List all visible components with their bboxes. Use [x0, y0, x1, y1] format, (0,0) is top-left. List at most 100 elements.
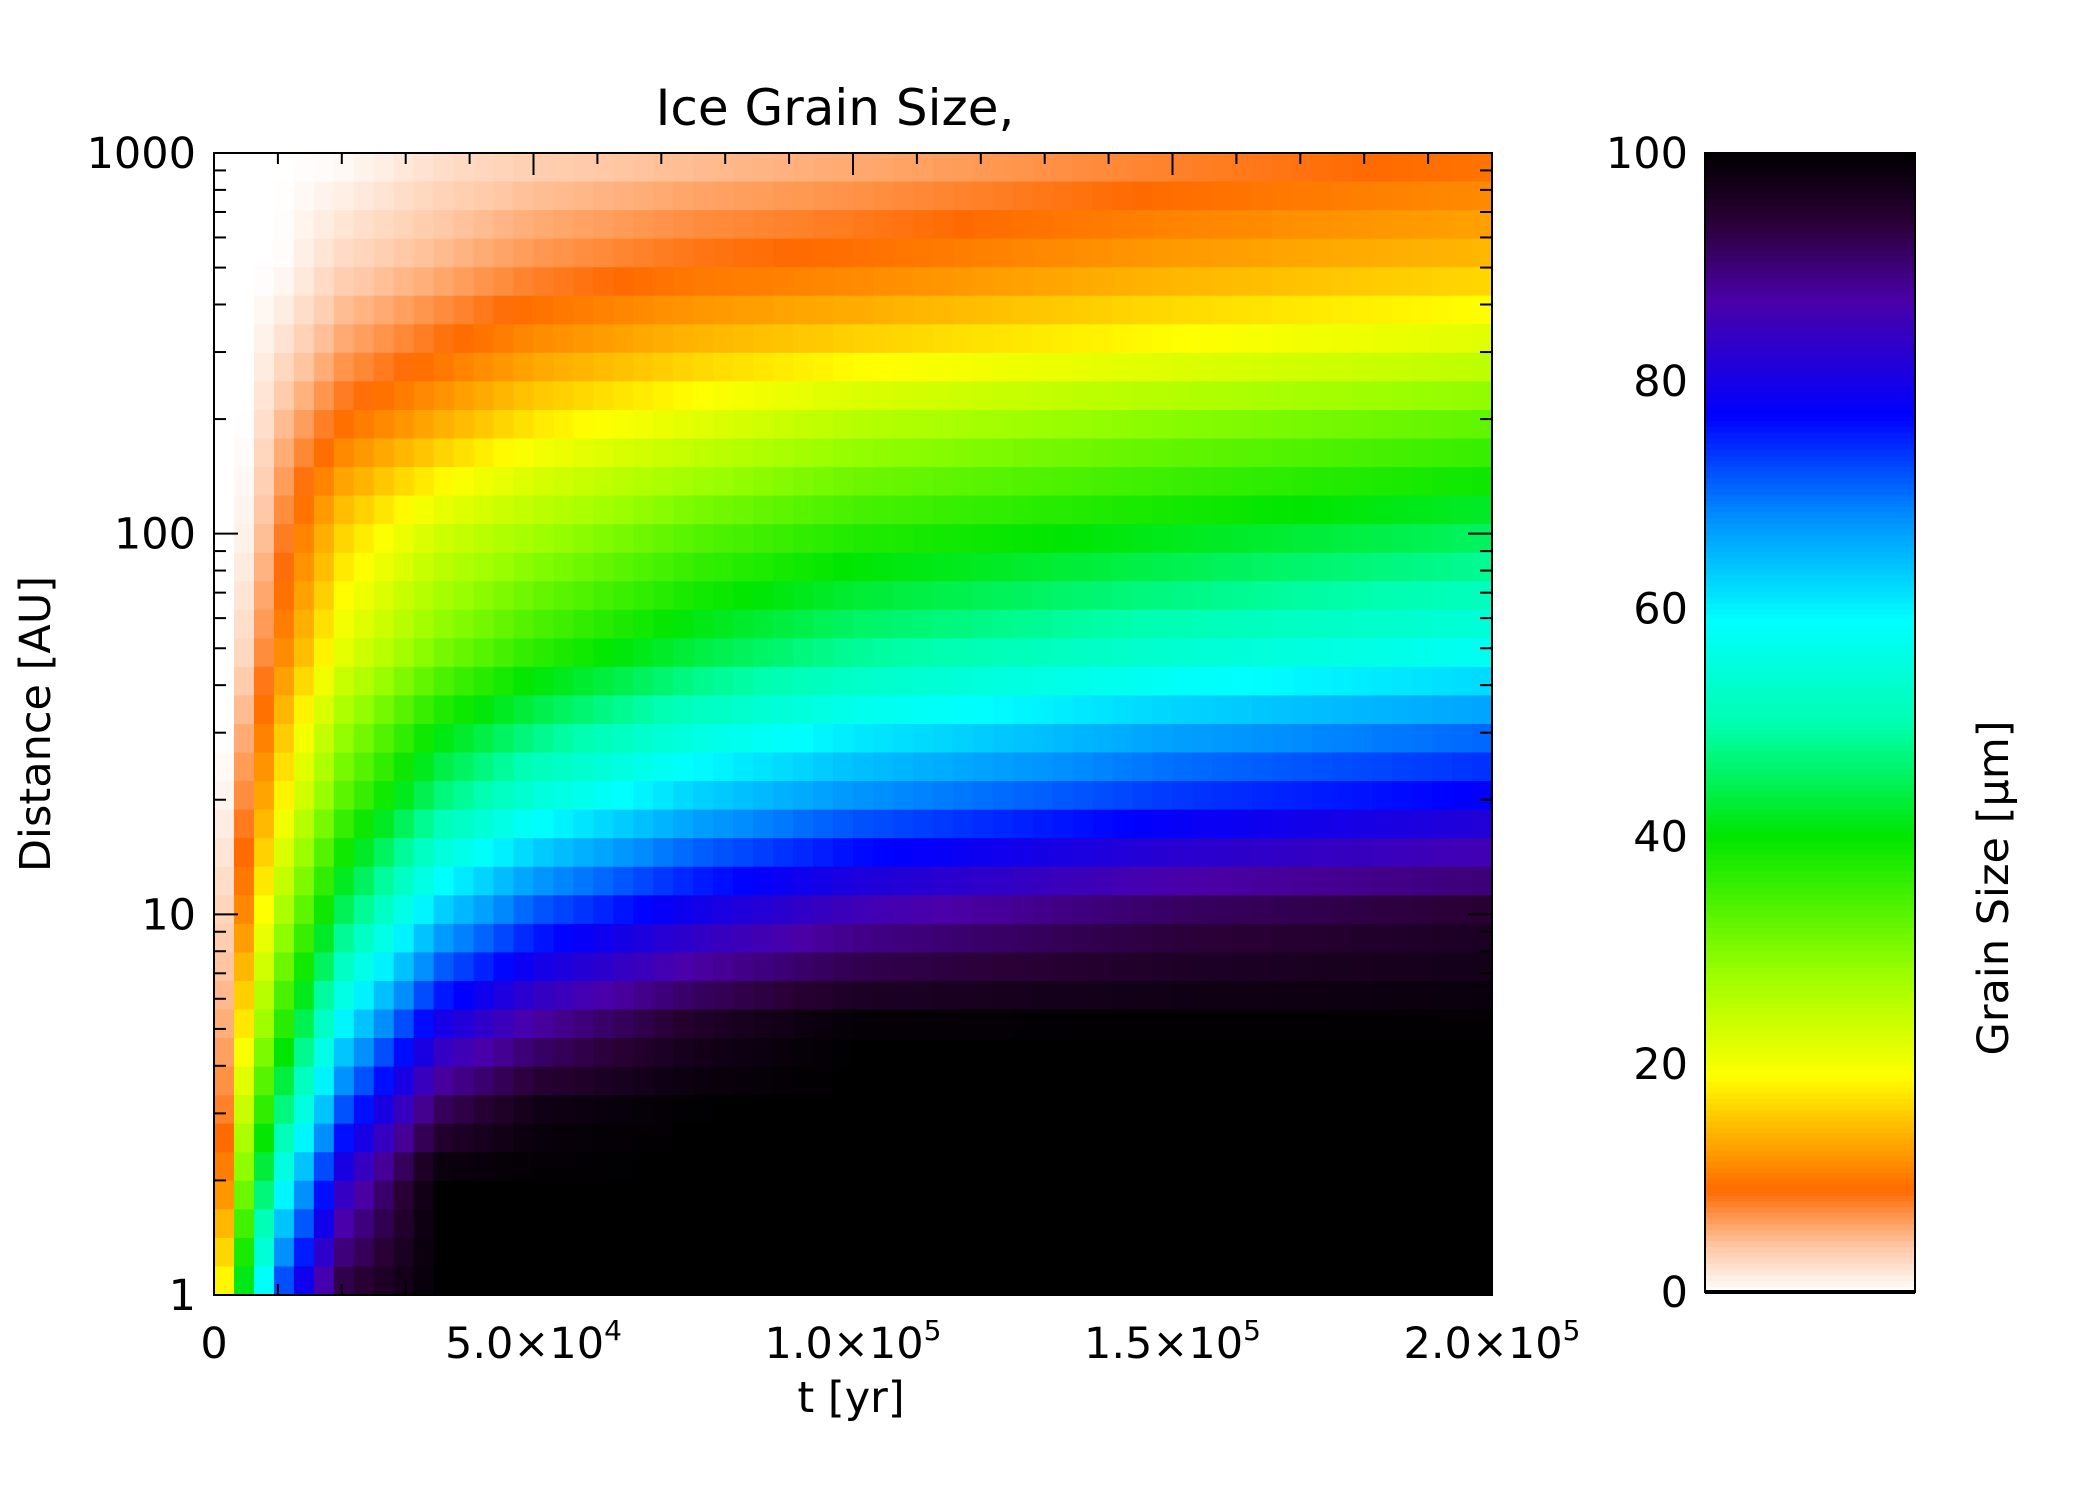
heatmap-cell [653, 1038, 674, 1068]
heatmap-cell [853, 666, 874, 697]
heatmap-cell [673, 1152, 694, 1182]
colorbar-band [1705, 164, 1915, 171]
heatmap-cell [1272, 210, 1294, 240]
heatmap-cell [633, 1066, 655, 1096]
heatmap-cell [393, 552, 415, 582]
heatmap-cell [753, 1038, 774, 1068]
heatmap-cell [793, 952, 814, 982]
heatmap-cell [1092, 467, 1114, 497]
colorbar-band [1705, 705, 1915, 712]
heatmap-cell [473, 724, 495, 754]
heatmap-cell [912, 409, 934, 440]
heatmap-cell [1052, 267, 1074, 297]
heatmap-cell [553, 838, 575, 868]
heatmap-cell [573, 1180, 595, 1211]
heatmap-cell [992, 952, 1014, 982]
heatmap-cell [613, 1009, 635, 1039]
heatmap-cell [1192, 1095, 1214, 1125]
heatmap-cell [1212, 1266, 1234, 1296]
heatmap-cell [233, 724, 255, 754]
heatmap-cell [853, 381, 874, 411]
heatmap-cell [1112, 181, 1134, 211]
heatmap-cell [1252, 666, 1274, 697]
heatmap-cell [1472, 838, 1493, 868]
heatmap-cell [273, 324, 295, 354]
heatmap-cell [1292, 609, 1313, 640]
heatmap-cell [1332, 1095, 1353, 1125]
heatmap-cell [433, 581, 455, 611]
heatmap-cell [673, 609, 694, 640]
heatmap-cell [833, 1152, 854, 1182]
colorbar-band [1705, 1172, 1915, 1179]
heatmap-cell [1432, 1038, 1453, 1068]
heatmap-cell [214, 352, 235, 383]
heatmap-cell [753, 838, 774, 868]
heatmap-cell [533, 1123, 555, 1153]
heatmap-cell [1292, 467, 1313, 497]
heatmap-cell [733, 210, 754, 240]
heatmap-cell [932, 1209, 954, 1239]
heatmap-cell [1052, 1009, 1074, 1039]
heatmap-cell [613, 923, 635, 954]
heatmap-cell [653, 638, 674, 668]
heatmap-cell [273, 181, 295, 211]
heatmap-cell [1132, 381, 1154, 411]
colorbar-band [1705, 1052, 1915, 1060]
heatmap-cell [1352, 1009, 1373, 1039]
heatmap-cell [313, 923, 335, 954]
heatmap-cell [1012, 210, 1034, 240]
heatmap-cell [673, 809, 694, 839]
heatmap-cell [333, 267, 355, 297]
heatmap-cell [1252, 1066, 1274, 1096]
heatmap-cell [573, 1209, 595, 1239]
heatmap-cell [233, 695, 255, 725]
heatmap-cell [952, 581, 974, 611]
heatmap-cell [1232, 581, 1254, 611]
heatmap-cell [553, 352, 575, 383]
heatmap-cell [853, 895, 874, 925]
heatmap-cell [1112, 1066, 1134, 1096]
heatmap-cell [533, 495, 555, 525]
heatmap-cell [713, 524, 734, 554]
heatmap-cell [453, 781, 475, 811]
heatmap-cell [932, 181, 954, 211]
heatmap-cell [813, 552, 834, 582]
heatmap-cell [1112, 352, 1134, 383]
heatmap-cell [853, 495, 874, 525]
heatmap-cell [1132, 552, 1154, 582]
heatmap-cell [1112, 238, 1134, 268]
heatmap-cell [952, 666, 974, 697]
heatmap-cell [1172, 1095, 1194, 1125]
heatmap-cell [1372, 581, 1393, 611]
heatmap-cell [553, 581, 575, 611]
heatmap-cell [593, 838, 615, 868]
heatmap-cell [1072, 1066, 1094, 1096]
heatmap-cell [892, 923, 914, 954]
heatmap-cell [533, 1209, 555, 1239]
heatmap-cell [912, 1123, 934, 1153]
heatmap-cell [353, 381, 375, 411]
heatmap-cell [214, 809, 235, 839]
heatmap-cell [253, 381, 275, 411]
heatmap-cell [773, 1266, 794, 1296]
heatmap-cell [1452, 181, 1473, 211]
heatmap-cell [433, 181, 455, 211]
heatmap-cell [653, 809, 674, 839]
heatmap-cell [1132, 409, 1154, 440]
heatmap-cell [373, 1123, 395, 1153]
heatmap-cell [1472, 695, 1493, 725]
heatmap-cell [1452, 238, 1473, 268]
heatmap-cell [952, 1123, 974, 1153]
heatmap-cell [413, 695, 435, 725]
heatmap-cell [1012, 1009, 1034, 1039]
colorbar-tick-label: 100 [1606, 129, 1688, 179]
heatmap-cell [373, 895, 395, 925]
heatmap-cell [313, 381, 335, 411]
heatmap-cell [1032, 1237, 1054, 1268]
heatmap-cell [713, 1209, 734, 1239]
heatmap-cell [1472, 952, 1493, 982]
heatmap-cell [433, 1180, 455, 1211]
heatmap-cell [1072, 524, 1094, 554]
heatmap-cell [1332, 324, 1353, 354]
heatmap-cell [1272, 495, 1294, 525]
